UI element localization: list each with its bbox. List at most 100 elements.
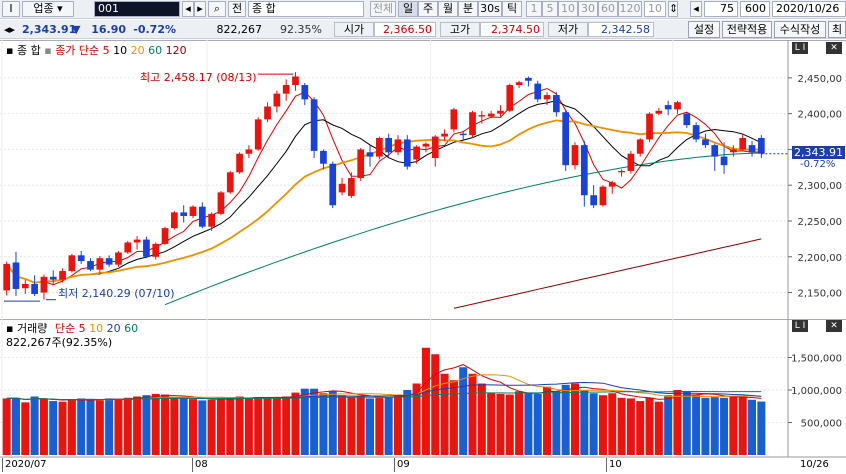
candle-body (385, 137, 393, 153)
volume-legend: ▪ 거래량 단순 5 10 20 60 (6, 320, 138, 336)
scroll-arrows-icon[interactable]: ◂▸ (4, 23, 16, 36)
period-minute[interactable]: 분 (458, 1, 478, 17)
candle-body (115, 252, 122, 265)
write-formula-button[interactable]: 수식작성 (774, 21, 826, 38)
volume-bar (626, 398, 635, 455)
candle-body (720, 156, 728, 166)
jeon-button[interactable]: 전 (228, 1, 246, 17)
volume-bar (477, 383, 486, 455)
period-month[interactable]: 월 (438, 1, 458, 17)
zoom-count-input[interactable]: 75 (704, 1, 738, 17)
price-legend: ▪ 종 합 ▪ 종가 단순 5 10 20 60 120 (6, 44, 187, 57)
volume-readout: 822,267주(92.35%) (6, 336, 113, 349)
volume-bar (11, 397, 20, 455)
minute-30[interactable]: 30 (578, 1, 598, 17)
candle-body (245, 149, 253, 154)
volume-bar (58, 401, 67, 455)
volume-bar (459, 367, 468, 455)
all-button[interactable]: 전체 (370, 1, 396, 17)
candle-body (49, 276, 57, 280)
candle-body (301, 85, 309, 100)
volume-bar (580, 390, 589, 455)
volume-bar (142, 395, 151, 455)
date-input[interactable]: 2020/10/26 (772, 1, 846, 17)
volume-bar (440, 373, 449, 455)
zoom-out-icon[interactable]: ◂ (690, 1, 702, 17)
period-30s[interactable]: 30s (478, 1, 502, 17)
candle-body (208, 213, 215, 227)
date-label-sep: 09 (394, 458, 410, 472)
toolbar: I 업종 ▾ 001 ◂ ▸ ⌕ 전 종 합 전체 일 주 월 분 30s 틱 … (0, 0, 846, 19)
open-value: 2,366.50 (374, 22, 436, 37)
candle-body (105, 258, 113, 265)
minute-10[interactable]: 10 (558, 1, 578, 17)
candle-body (580, 145, 588, 196)
volume-bar (421, 347, 430, 455)
volume-bar (449, 380, 458, 455)
name-field[interactable]: 종 합 (248, 1, 364, 17)
volume-bar (49, 401, 58, 455)
market-select[interactable]: 업종 ▾ (22, 1, 74, 17)
volume-tick-label: 500,000 (801, 419, 842, 430)
volume-bar (487, 392, 496, 455)
panel-close-icon[interactable]: ✕ (826, 42, 842, 54)
candle-body (702, 139, 709, 146)
candle-body (478, 115, 486, 117)
display-count-input[interactable]: 600 (740, 1, 770, 17)
period-tick[interactable]: 틱 (502, 1, 522, 17)
minute-1[interactable]: 1 (526, 1, 542, 17)
menu-icon[interactable]: I (2, 1, 20, 17)
count-input[interactable]: 10 (644, 1, 666, 17)
volume-bar (86, 399, 95, 455)
more-button[interactable]: 최 (828, 21, 846, 38)
volume-close-icon[interactable]: ✕ (826, 320, 842, 332)
price-tick-label: 2,200,00 (797, 253, 842, 264)
volume-bar (2, 398, 11, 455)
volume-bar (552, 391, 561, 455)
period-day[interactable]: 일 (398, 1, 418, 17)
down-arrow-icon: ▼ (72, 23, 81, 36)
change-percent: -0.72% (133, 23, 176, 36)
volume-bar (272, 397, 281, 455)
minute-60[interactable]: 60 (598, 1, 618, 17)
panel-info-icon[interactable]: L I (792, 42, 808, 54)
spinner-icon[interactable]: ⇕ (668, 1, 679, 17)
volume-bar (310, 388, 319, 455)
current-price: 2,343.91 (22, 23, 77, 36)
settings-button[interactable]: 설정 (688, 21, 720, 38)
candle-body (757, 137, 765, 154)
minute-5[interactable]: 5 (542, 1, 558, 17)
candle-body (525, 77, 532, 81)
minute-120[interactable]: 120 (618, 1, 642, 17)
volume-bar (412, 383, 421, 455)
apply-strategy-button[interactable]: 전략적용 (722, 21, 772, 38)
candle-body (590, 195, 597, 206)
volume-bar (645, 397, 654, 455)
candle-body (487, 113, 495, 117)
high-annotation: 최고 2,458.17 (08/13) (140, 71, 257, 84)
volume-bar (39, 399, 48, 455)
candle-body (562, 112, 570, 166)
legend-ma-20: 20 (130, 44, 145, 57)
candle-body (730, 149, 737, 153)
volume-bar (720, 397, 729, 455)
candle-body (143, 239, 150, 257)
period-week[interactable]: 주 (418, 1, 438, 17)
volume-bar (282, 396, 291, 455)
volume-bar (254, 397, 263, 455)
next-arrow-icon[interactable]: ▸ (194, 1, 206, 17)
code-input[interactable]: 001 (94, 1, 180, 17)
volume-bar (114, 399, 123, 455)
prev-arrow-icon[interactable]: ◂ (182, 1, 194, 17)
volume-bar (347, 397, 356, 455)
legend-ma-10: 10 (113, 44, 128, 57)
search-icon[interactable]: ⌕ (208, 1, 226, 17)
ma-120-line (453, 238, 762, 309)
candle-body (515, 82, 523, 86)
volume-info-icon[interactable]: L I (792, 320, 808, 332)
candle-body (59, 271, 66, 280)
legend-series-name: 종 합 (16, 44, 41, 57)
candle-body (40, 276, 48, 293)
volume-bar (133, 396, 142, 455)
